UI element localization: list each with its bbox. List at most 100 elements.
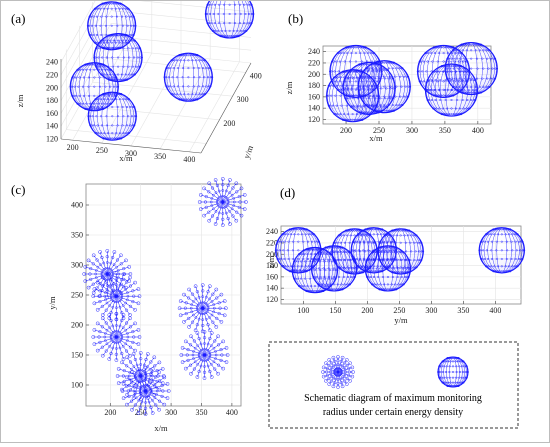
panel-c-xtick-label-4: 400: [226, 408, 238, 417]
panel-d-ytick-label-2: 160: [266, 272, 278, 281]
legend-text-line1: Schematic diagram of maximum monitoring: [304, 393, 482, 404]
panel-c-xtick-label-1: 250: [135, 408, 147, 417]
panel-d-xtick-label-3: 250: [393, 306, 405, 315]
panel-label-b: (b): [288, 11, 303, 26]
panel-c: (c) 200 250 300 350 400 100 150 200 250 300 350 400…: [11, 177, 248, 433]
panel-b-ytick-label-4: 200: [308, 70, 320, 79]
panel-d-ytick-label-3: 180: [266, 261, 278, 270]
panel-b-ytick-label-1: 140: [308, 104, 320, 113]
panel-a-xtick-label-0: 200: [67, 143, 79, 152]
panel-label-c: (c): [11, 182, 25, 197]
panel-a-sphere-3: [87, 91, 138, 141]
panel-label-d: (d): [280, 185, 295, 200]
panel-c-ylabel: y/m: [47, 296, 57, 310]
legend-frame: [268, 341, 519, 429]
panel-a-x-axis: [60, 138, 202, 154]
panel-d-ytick-label-4: 200: [266, 250, 278, 259]
panel-b-ytick-label-3: 180: [308, 81, 320, 90]
panel-b-xtick-label-3: 350: [439, 126, 451, 135]
panel-b-ytick-label-0: 120: [308, 115, 320, 124]
panel-c-ytick-label-4: 300: [71, 261, 83, 270]
panel-d-xtick-label-4: 300: [425, 306, 437, 315]
panel-c-ytick-label-3: 250: [71, 291, 83, 300]
panel-c-xtick-label-0: 200: [104, 408, 116, 417]
panel-a-zgrid-left-6: [60, 0, 96, 63]
panel-a-ylabel: y/m: [241, 144, 255, 160]
panel-a-sphere-5: [204, 0, 255, 39]
panel-a-xtick-label-3: 350: [154, 152, 166, 161]
panel-c-xtick-label-3: 350: [195, 408, 207, 417]
panel-a-ztick-label-3: 180: [46, 96, 58, 105]
panel-c-ytick-label-1: 150: [71, 351, 83, 360]
panel-d-sphere-7: [478, 227, 526, 274]
panel-b-xtick-label-0: 200: [340, 126, 352, 135]
legend-text-line2: radius under certain energy density: [323, 407, 463, 418]
panel-d-spheres: [274, 227, 526, 294]
panel-a-y-axis: [200, 62, 252, 154]
panel-b-xtick-label-1: 250: [373, 126, 385, 135]
panel-d-ytick-label-1: 140: [266, 284, 278, 293]
panel-c-sphere-7: [197, 177, 248, 227]
legend-box: Schematic diagram of maximum monitoring …: [268, 341, 519, 429]
panel-b-xtick-label-4: 400: [472, 126, 484, 135]
panel-b-sphere-6: [444, 42, 499, 96]
panel-d-ytick-label-0: 120: [266, 295, 278, 304]
panel-a: (a) 200 250 300 350 400 200 300 400 120 140 160 180…: [11, 0, 262, 164]
panel-a-ztick-label-4: 200: [46, 83, 58, 92]
panel-d-xtick-label-2: 200: [361, 306, 373, 315]
panel-c-ytick-label-5: 350: [71, 231, 83, 240]
panel-d-xtick-label-6: 400: [489, 306, 501, 315]
sphere-top-view-icon: [321, 355, 355, 389]
panel-b-sphere-3: [357, 60, 412, 114]
panel-a-xgrid-floor-4: [189, 61, 240, 152]
panel-b-ytick-label-5: 220: [308, 58, 320, 67]
panel-a-spheres: [69, 0, 255, 141]
sphere-side-view-icon: [437, 356, 469, 388]
panel-c-sphere-5: [177, 283, 228, 334]
panel-d-xlabel: y/m: [394, 315, 408, 325]
panel-c-sphere-2: [91, 312, 142, 362]
panel-b-spheres: [325, 42, 499, 123]
panel-d-sphere-6: [377, 228, 425, 275]
panel-a-ytick-label-2: 400: [250, 71, 262, 80]
panel-a-ztick-label-0: 120: [46, 135, 58, 144]
panel-c-sphere-1: [91, 271, 142, 322]
panel-a-xtick-label-4: 400: [183, 155, 195, 164]
panel-c-ytick-label-6: 400: [71, 201, 83, 210]
panel-b-ylabel: z/m: [284, 81, 294, 94]
legend-top-view-sphere: [321, 355, 355, 389]
panel-a-sphere-4: [163, 52, 214, 102]
panel-a-zlabel: z/m: [15, 94, 25, 107]
legend-side-view-sphere: [437, 356, 469, 388]
panel-a-xtick-label-2: 300: [125, 149, 137, 158]
panel-label-a: (a): [11, 11, 25, 26]
panel-c-spheres: [82, 177, 248, 416]
panel-d-ylabel: z/m: [266, 255, 276, 268]
panel-b: (b) 200 250 300 350 400 120 140 160 180 200 220 240…: [284, 11, 499, 143]
panel-a-xlabel: x/m: [119, 153, 133, 163]
panel-c-ytick-label-0: 100: [71, 381, 83, 390]
panel-c-xlabel: x/m: [154, 423, 168, 433]
panel-b-ytick-label-2: 160: [308, 92, 320, 101]
panel-c-sphere-4: [120, 366, 171, 416]
panel-d-xtick-label-0: 100: [297, 306, 309, 315]
panel-b-xtick-label-2: 300: [406, 126, 418, 135]
panel-a-ztick-label-1: 140: [46, 122, 58, 131]
panel-b-ytick-label-6: 240: [308, 47, 320, 56]
panel-c-ytick-label-2: 200: [71, 321, 83, 330]
panel-c-xtick-label-2: 300: [165, 408, 177, 417]
panel-a-ytick-label-1: 300: [237, 95, 249, 104]
panel-b-xlabel: x/m: [369, 133, 383, 143]
panel-d-ytick-label-6: 240: [266, 227, 278, 236]
panel-a-xtick-label-1: 250: [96, 146, 108, 155]
panel-d: (d) 100 150 200 250 300 350 400 120 140 160 180 200…: [266, 185, 526, 325]
panel-c-sphere-6: [179, 330, 230, 380]
panel-a-ytick-label-0: 200: [223, 119, 235, 128]
panel-a-ztick-label-2: 160: [46, 109, 58, 118]
panel-a-zgrid-left-5: [60, 0, 104, 76]
panel-d-xtick-label-5: 350: [457, 306, 469, 315]
panel-a-ztick-label-5: 220: [46, 71, 58, 80]
panel-d-ytick-label-5: 220: [266, 238, 278, 247]
